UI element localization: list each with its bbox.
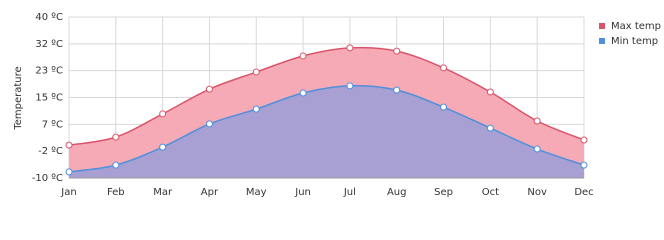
point xyxy=(346,44,354,52)
x-tick-label: Mar xyxy=(153,187,173,198)
x-tick-label: Jul xyxy=(343,187,356,198)
chart: Temperature -10 ºC -2 ºC 7 ºC 15 ºC 23 ºC 32 … xyxy=(13,12,661,198)
x-tick-label: Feb xyxy=(107,187,125,198)
legend-swatch xyxy=(599,23,605,29)
line xyxy=(68,46,585,146)
point xyxy=(65,141,73,149)
y-tick-label: 7 ºC xyxy=(42,119,63,130)
point xyxy=(205,120,213,128)
x-tick-label: Apr xyxy=(201,187,219,198)
point xyxy=(580,136,588,144)
legend-label: Min temp xyxy=(611,36,658,47)
y-tick-label: -10 ºC xyxy=(32,173,63,184)
point xyxy=(440,103,448,111)
point xyxy=(299,52,307,60)
x-tick-label: Jun xyxy=(294,187,311,198)
y-tick-label: 32 ºC xyxy=(35,39,63,50)
point xyxy=(65,168,73,176)
point xyxy=(346,82,354,90)
x-tick-label: Jan xyxy=(60,187,76,198)
x-tick-label: Oct xyxy=(482,187,499,198)
areas xyxy=(69,47,584,179)
x-tick-label: Nov xyxy=(527,187,547,198)
point xyxy=(159,110,167,118)
y-tick-label: -2 ºC xyxy=(38,146,63,157)
point xyxy=(580,161,588,169)
point xyxy=(299,89,307,97)
point xyxy=(486,88,494,96)
point xyxy=(440,64,448,72)
point xyxy=(205,85,213,93)
x-tick-label: Dec xyxy=(574,187,593,198)
marks xyxy=(65,44,588,179)
point xyxy=(112,133,120,141)
y-tick-label: 15 ºC xyxy=(35,93,63,104)
point xyxy=(533,145,541,153)
point xyxy=(159,143,167,151)
legend-label: Max temp xyxy=(611,21,661,32)
y-tick-label: 40 ºC xyxy=(35,12,63,23)
point xyxy=(486,124,494,132)
point xyxy=(112,161,120,169)
line xyxy=(68,85,585,173)
x-tick-label: Sep xyxy=(434,187,453,198)
point xyxy=(252,68,260,76)
legend-swatch xyxy=(599,38,605,44)
point xyxy=(393,86,401,94)
y-tick-label: 23 ºC xyxy=(35,66,63,77)
point xyxy=(393,47,401,55)
x-tick-label: May xyxy=(246,187,267,198)
point xyxy=(533,117,541,125)
point xyxy=(252,105,260,113)
area xyxy=(69,85,584,178)
x-tick-label: Aug xyxy=(387,187,407,198)
y-axis-title: Temperature xyxy=(13,66,24,130)
